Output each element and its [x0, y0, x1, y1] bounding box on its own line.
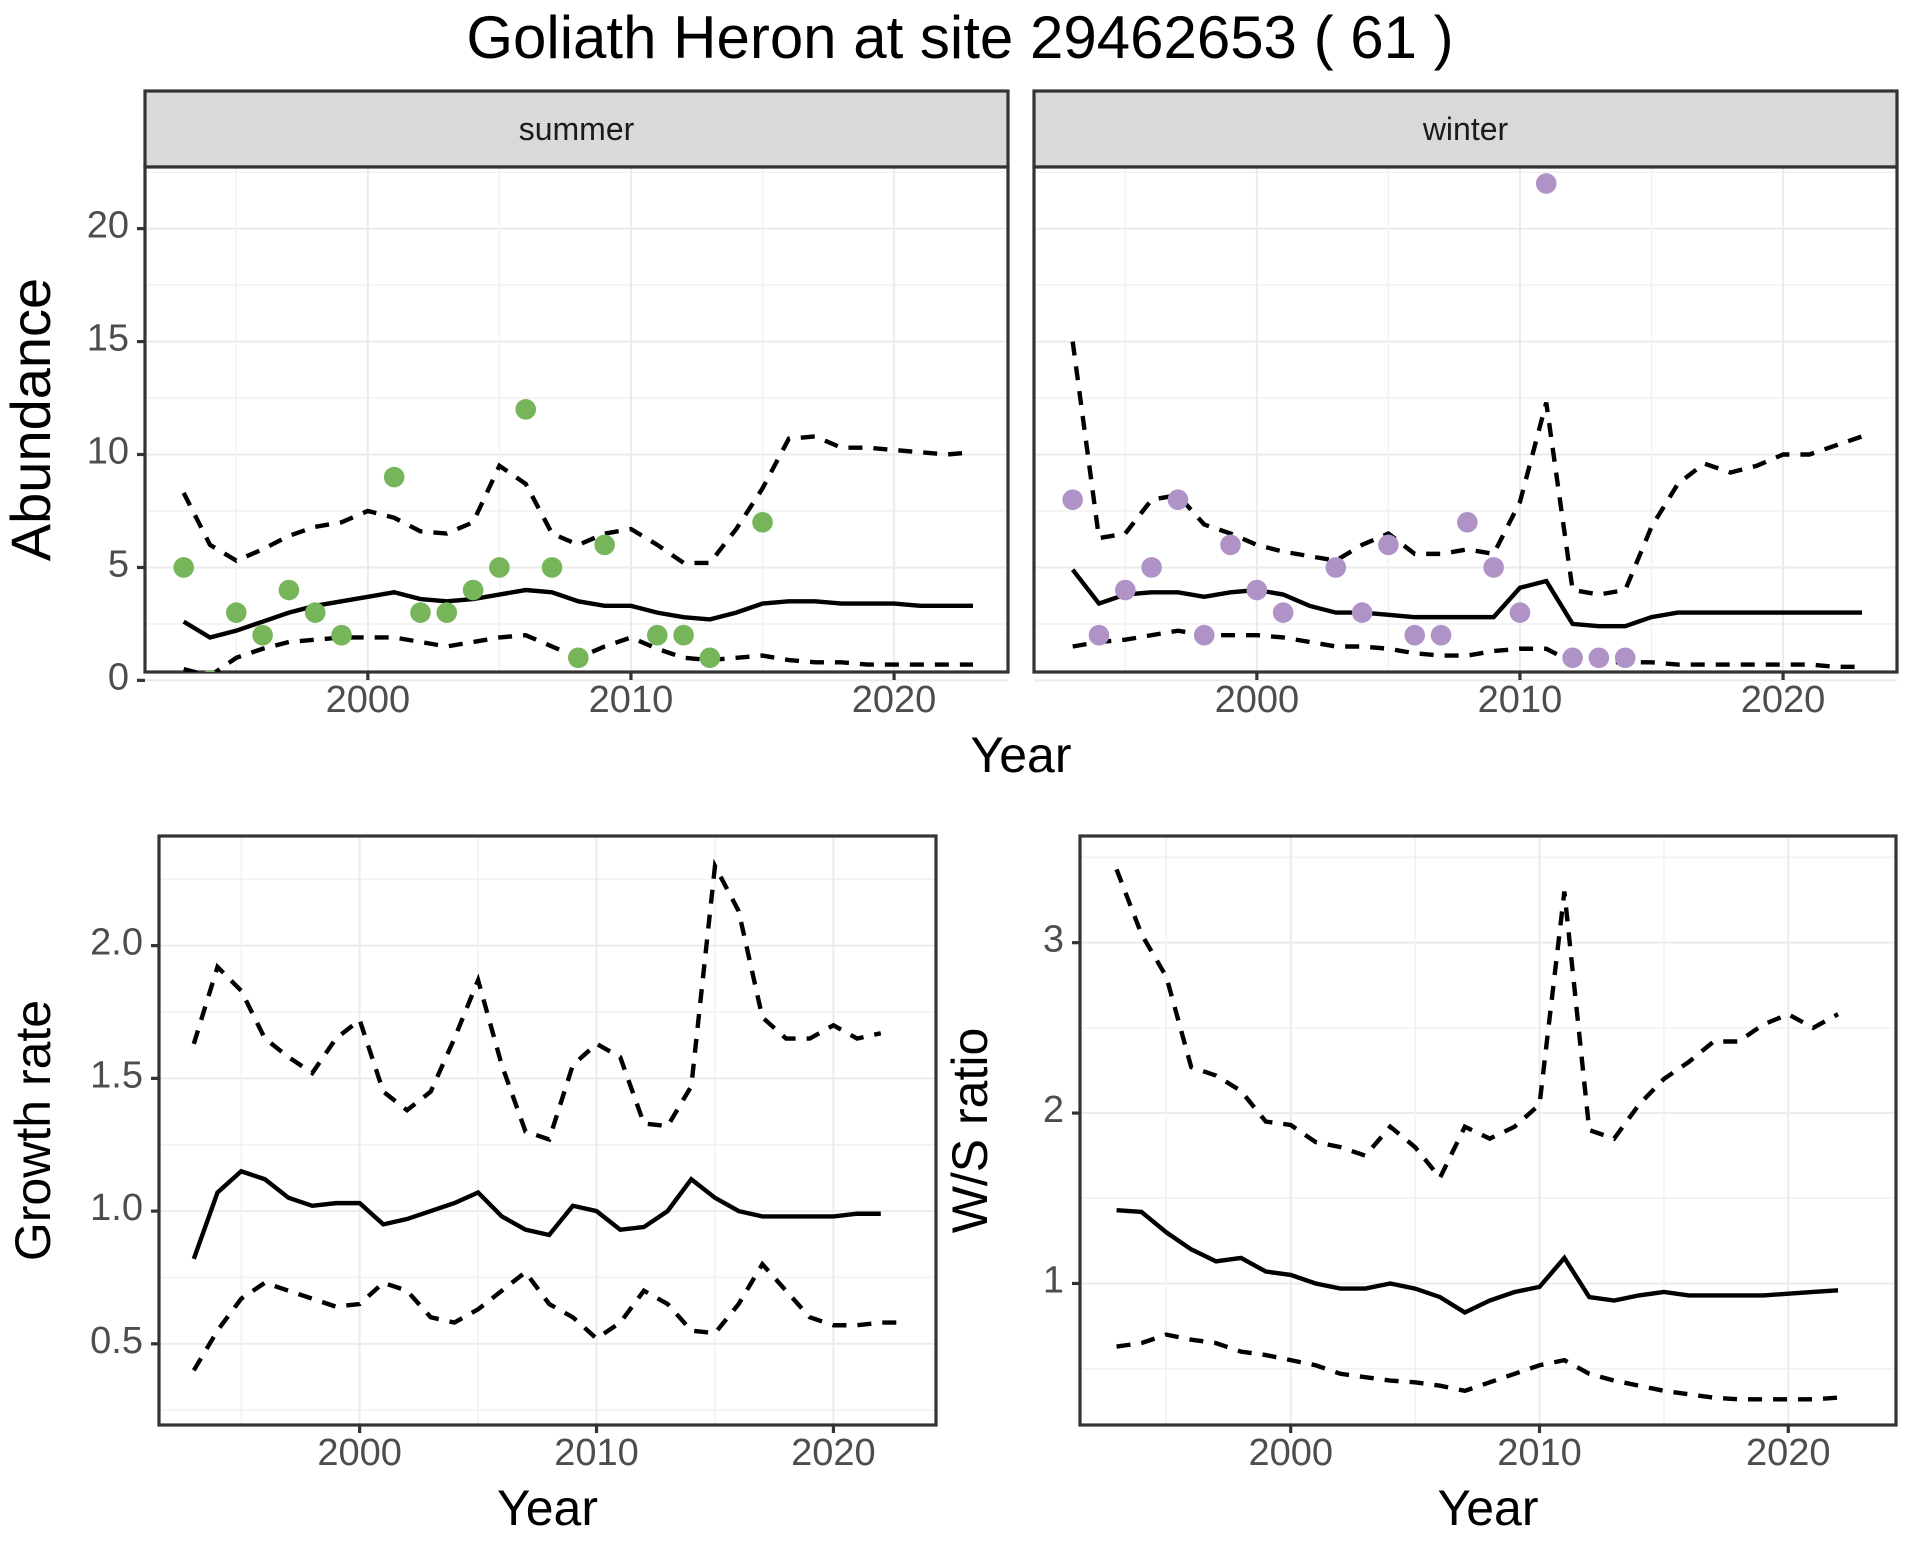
svg-text:5: 5 [108, 543, 129, 585]
svg-text:2000: 2000 [326, 679, 411, 721]
svg-text:2000: 2000 [317, 1432, 402, 1474]
svg-text:2010: 2010 [1497, 1432, 1582, 1474]
svg-text:2010: 2010 [1478, 679, 1563, 721]
svg-text:1.5: 1.5 [90, 1054, 143, 1096]
svg-text:10: 10 [87, 431, 129, 473]
svg-text:1: 1 [1043, 1259, 1064, 1301]
svg-text:2020: 2020 [1741, 679, 1826, 721]
svg-text:Goliath Heron at site 29462653: Goliath Heron at site 29462653 ( 61 ) [466, 4, 1453, 71]
svg-text:0: 0 [108, 656, 129, 698]
svg-text:0.5: 0.5 [90, 1320, 143, 1362]
svg-text:Abundance: Abundance [0, 278, 62, 561]
svg-text:15: 15 [87, 318, 129, 360]
svg-text:20: 20 [87, 205, 129, 247]
svg-text:2: 2 [1043, 1089, 1064, 1131]
svg-text:Year: Year [1437, 1480, 1538, 1536]
svg-text:2020: 2020 [791, 1432, 876, 1474]
svg-text:Growth rate: Growth rate [5, 1000, 61, 1261]
svg-text:2020: 2020 [852, 679, 937, 721]
svg-text:3: 3 [1043, 919, 1064, 961]
svg-text:1.0: 1.0 [90, 1187, 143, 1229]
svg-text:2010: 2010 [589, 679, 674, 721]
svg-text:W/S ratio: W/S ratio [942, 1028, 998, 1234]
svg-text:winter: winter [1422, 111, 1509, 147]
svg-text:2.0: 2.0 [90, 922, 143, 964]
svg-text:Year: Year [497, 1480, 598, 1536]
svg-text:2020: 2020 [1746, 1432, 1831, 1474]
svg-text:2000: 2000 [1248, 1432, 1333, 1474]
svg-text:2000: 2000 [1215, 679, 1300, 721]
svg-text:summer: summer [519, 111, 635, 147]
svg-text:2010: 2010 [554, 1432, 639, 1474]
svg-text:Year: Year [970, 727, 1071, 783]
